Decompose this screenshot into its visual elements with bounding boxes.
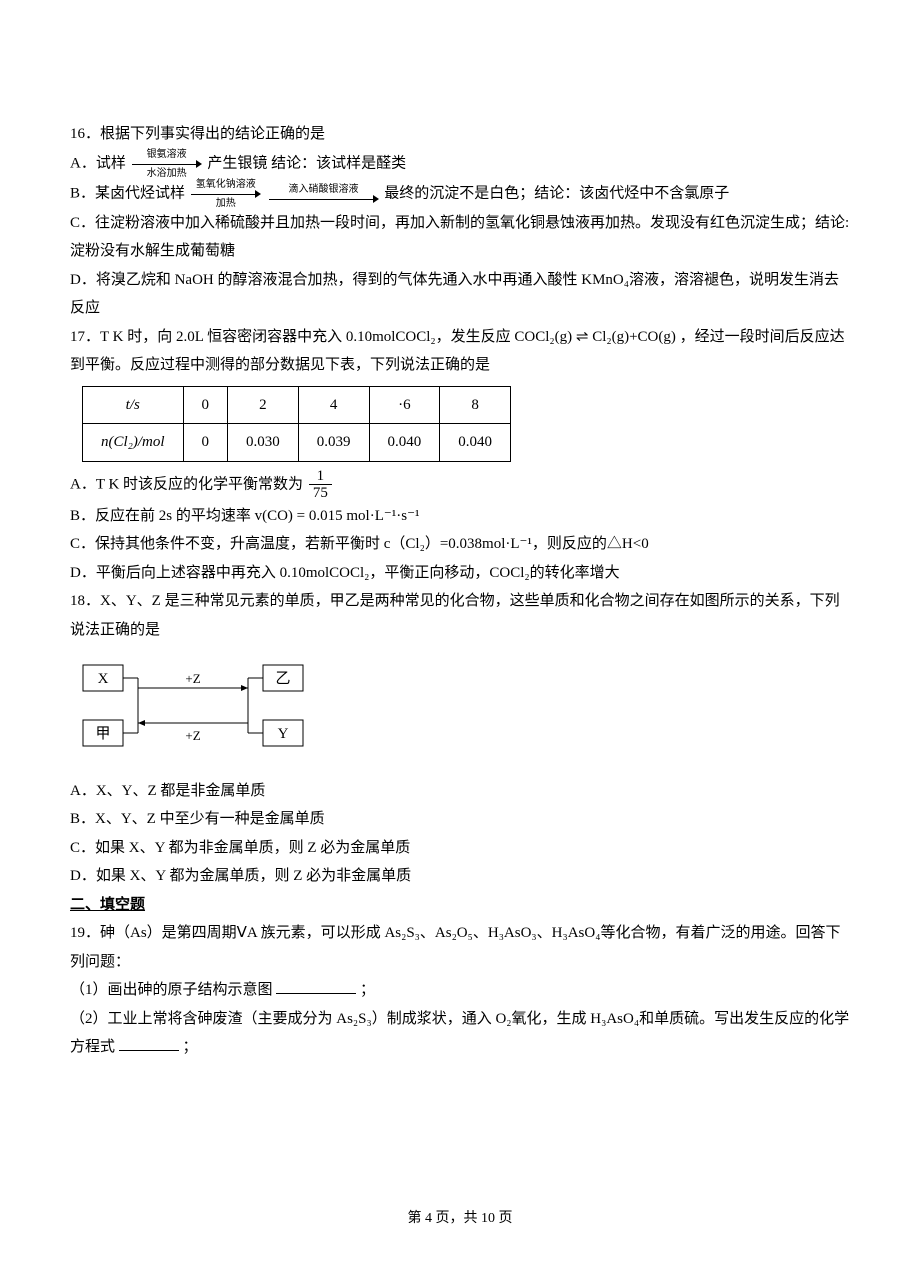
q16-B: B．某卤代烃试样 氢氧化钠溶液 加热 滴入硝酸银溶液 最终的沉淀不是白色；结论：… [70,179,850,209]
flowchart-svg: X 甲 乙 Y +Z +Z [78,650,308,760]
q16-A: A．试样 银氨溶液 水浴加热 产生银镜 结论：该试样是醛类 [70,149,850,179]
fraction-num: 1 [309,468,332,485]
footer-post: 页 [495,1211,513,1226]
table-header: t/s [83,386,184,424]
table-cell: 4 [298,386,369,424]
table-cell: 0.030 [228,424,299,462]
q16-B-arrow2: 滴入硝酸银溶液 [269,184,379,203]
node-jia: 甲 [95,726,110,742]
table-cell: 0 [183,386,228,424]
q16-A-post: 产生银镜 结论：该试样是醛类 [207,155,406,171]
fraction-den: 75 [309,484,332,502]
arrow-icon [269,195,379,203]
q18-A: A．X、Y、Z 都是非金属单质 [70,777,850,806]
q16-B-arrow1: 氢氧化钠溶液 加热 [191,179,261,209]
q17-stem: 17．T K 时，向 2.0L 恒容密闭容器中充入 0.10molCOCl₂，发… [70,323,850,380]
q16-D: D．将溴乙烷和 NaOH 的醇溶液混合加热，得到的气体先通入水中再通入酸性 KM… [70,266,850,323]
edge-label-top: +Z [185,671,200,686]
table-cell: 0.040 [440,424,511,462]
q16-stem: 16．根据下列事实得出的结论正确的是 [70,120,850,149]
q19-stem: 19．砷（As）是第四周期ⅤA 族元素，可以形成 As₂S₃、As₂O₅、H₃A… [70,919,850,976]
q17-A-pre: A．T K 时该反应的化学平衡常数为 [70,476,303,492]
q16-B-post: 最终的沉淀不是白色；结论：该卤代烃中不含氯原子 [384,185,729,201]
footer-mid: 页，共 [432,1211,481,1226]
arrow-label: 银氨溶液 [132,149,202,160]
q18-D: D．如果 X、Y 都为金属单质，则 Z 必为非金属单质 [70,862,850,891]
q17-D: D．平衡后向上述容器中再充入 0.10molCOCl₂，平衡正向移动，COCl₂… [70,559,850,588]
q19-p1-text: （1）画出砷的原子结构示意图 [70,982,273,998]
q18-C: C．如果 X、Y 都为非金属单质，则 Z 必为金属单质 [70,834,850,863]
q17-table: t/s 0 2 4 ·6 8 n(Cl₂)/mol 0 0.030 0.039 … [82,386,511,462]
section-2-title: 二、填空题 [70,891,850,920]
q17-C: C．保持其他条件不变，升高温度，若新平衡时 c（Cl₂）=0.038mol·L⁻… [70,530,850,559]
table-cell: 2 [228,386,299,424]
node-X: X [98,671,109,687]
blank-field [276,978,356,994]
q16-B-pre: B．某卤代烃试样 [70,185,185,201]
q16-C: C．往淀粉溶液中加入稀硫酸并且加热一段时间，再加入新制的氢氧化铜悬蚀液再加热。发… [70,209,850,266]
table-cell: 0.039 [298,424,369,462]
table-cell: 8 [440,386,511,424]
q19-p2-end: ； [183,1039,198,1055]
fraction: 1 75 [309,468,332,502]
q18-diagram: X 甲 乙 Y +Z +Z [78,650,850,771]
q19-p1: （1）画出砷的原子结构示意图 ； [70,976,850,1005]
q17-A: A．T K 时该反应的化学平衡常数为 1 75 [70,468,850,502]
q17-equation: COCl₂(g) ⇌ Cl₂(g)+CO(g) [514,329,675,345]
footer-page: 4 [425,1211,432,1226]
table-cell: 0 [183,424,228,462]
edge-label-bottom: +Z [185,728,200,743]
arrow-label: 加热 [191,198,261,209]
footer-total: 10 [481,1211,495,1226]
page-footer: 第 4 页，共 10 页 [0,1206,920,1233]
node-Y: Y [278,726,289,742]
q19-p1-end: ； [360,982,375,998]
table-header: n(Cl₂)/mol [83,424,184,462]
q18-stem: 18．X、Y、Z 是三种常见元素的单质，甲乙是两种常见的化合物，这些单质和化合物… [70,587,850,644]
arrow-label: 水浴加热 [132,168,202,179]
table-row: n(Cl₂)/mol 0 0.030 0.039 0.040 0.040 [83,424,511,462]
table-cell: ·6 [369,386,440,424]
arrow-label: 滴入硝酸银溶液 [269,184,379,195]
arrow-label: 氢氧化钠溶液 [191,179,261,190]
q17-stem-pre: 17．T K 时，向 2.0L 恒容密闭容器中充入 0.10molCOCl₂，发… [70,329,514,345]
blank-field [119,1035,179,1051]
q19-p2: （2）工业上常将含砷废渣（主要成分为 As₂S₃）制成浆状，通入 O₂氧化，生成… [70,1005,850,1062]
q17-B: B．反应在前 2s 的平均速率 v(CO) = 0.015 mol·L⁻¹·s⁻… [70,502,850,531]
node-yi: 乙 [275,671,290,687]
q18-B: B．X、Y、Z 中至少有一种是金属单质 [70,805,850,834]
arrow-icon [191,190,261,198]
table-row: t/s 0 2 4 ·6 8 [83,386,511,424]
table-cell: 0.040 [369,424,440,462]
arrow-icon [132,160,202,168]
page: 16．根据下列事实得出的结论正确的是 A．试样 银氨溶液 水浴加热 产生银镜 结… [0,0,920,1273]
q16-A-arrow: 银氨溶液 水浴加热 [132,149,202,179]
footer-pre: 第 [408,1211,426,1226]
q16-A-pre: A．试样 [70,155,126,171]
